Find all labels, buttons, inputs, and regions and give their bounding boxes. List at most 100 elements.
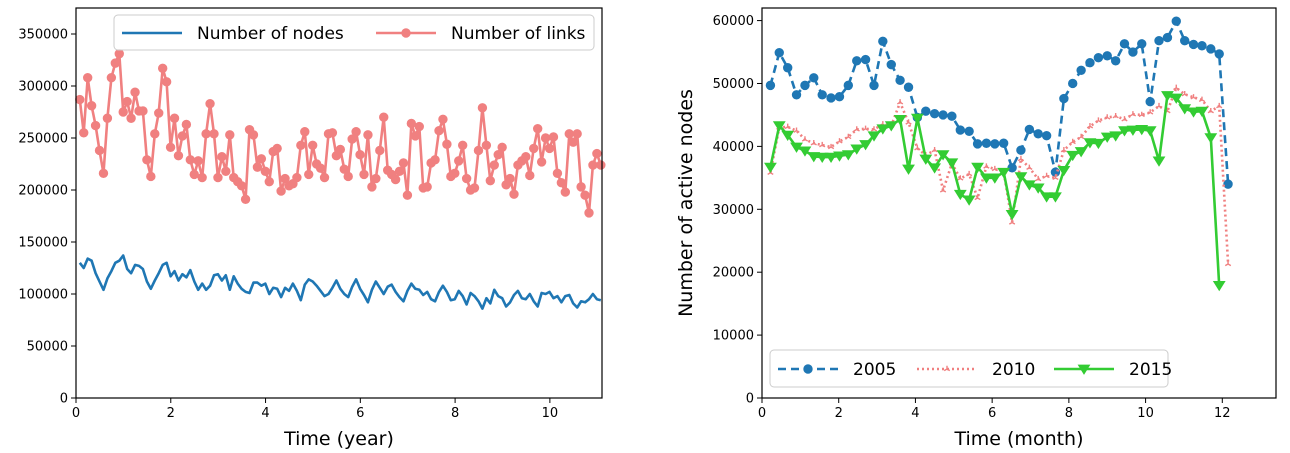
- right-series-2-point-39: [1100, 132, 1114, 143]
- right-series-1-point-29: [1017, 155, 1025, 162]
- left-series-1-point-37: [221, 166, 231, 176]
- right-series-2-point-23: [962, 195, 976, 206]
- left-series-1-point-23: [165, 142, 176, 153]
- right-series-2-point-1: [772, 121, 786, 132]
- right-series-0-point-21: [947, 111, 957, 121]
- right-series-2-point-30: [1022, 180, 1036, 191]
- right-series-2-point-6: [815, 152, 829, 163]
- left-series-1-point-29: [189, 169, 199, 180]
- right-series-1-point-32: [1043, 172, 1050, 179]
- left-series-1-point-119: [544, 143, 555, 154]
- right-series-2-point-52: [1212, 281, 1226, 292]
- left-series-1-point-123: [560, 187, 571, 197]
- left-series-1-point-9: [110, 58, 121, 68]
- left-series-1-point-48: [264, 176, 274, 187]
- left-series-1-point-31: [197, 172, 207, 183]
- left-series-1-point-66: [335, 144, 346, 155]
- right-series-2-point-31: [1031, 183, 1045, 194]
- right-series-2-point-4: [798, 146, 812, 157]
- right-series-0-point-38: [1093, 52, 1104, 63]
- left-series-1-point-5: [94, 145, 105, 156]
- right-series-0-point-53: [1223, 179, 1233, 189]
- right-series-0-point-32: [1041, 130, 1052, 141]
- left-series-1-point-58: [304, 169, 314, 180]
- right-series-0-point-37: [1085, 58, 1095, 68]
- right-series-2-point-18: [919, 154, 933, 165]
- left-series-1-point-102: [477, 103, 488, 113]
- left-series-1-point-44: [248, 130, 259, 140]
- right-series-2-point-25: [979, 173, 993, 184]
- left-y-tick-label-2: 100000: [18, 288, 68, 303]
- right-series-1-point-22: [957, 175, 964, 181]
- right-series-2: [764, 91, 1226, 292]
- left-series-1-point-100: [469, 183, 480, 193]
- left-series-1-point-56: [296, 140, 306, 150]
- right-series-1-point-2: [784, 123, 791, 130]
- right-series-0-point-26: [990, 139, 1000, 149]
- right-series-2-point-33: [1049, 192, 1062, 203]
- right-series-0-point-8: [834, 91, 845, 102]
- right-series-0-point-34: [1059, 93, 1069, 104]
- right-series-0-point-23: [964, 126, 974, 136]
- right-series-1-point-23: [966, 170, 973, 177]
- left-series-1-point-72: [359, 169, 369, 180]
- left-x-tick-label-0: 0: [72, 406, 80, 421]
- right-series-1-point-7: [827, 143, 835, 150]
- left-series-1-point-55: [292, 172, 302, 183]
- left-series-1-point-83: [402, 190, 413, 200]
- right-series-0-point-36: [1076, 65, 1086, 75]
- right-series-2-point-13: [876, 124, 890, 135]
- left-series-1-point-76: [375, 145, 385, 156]
- right-series-0-point-45: [1154, 36, 1164, 46]
- left-series-1-point-101: [473, 145, 484, 156]
- right-series-2-point-19: [928, 163, 942, 174]
- right-y-tick-label-3: 30000: [713, 203, 754, 218]
- left-series-1-point-12: [122, 96, 132, 107]
- right-series-1-point-17: [914, 145, 921, 151]
- right-series-0-point-35: [1068, 78, 1078, 89]
- right-series-2-point-44: [1143, 126, 1157, 137]
- right-series-0-point-15: [895, 75, 905, 86]
- left-series-1-point-67: [339, 164, 349, 174]
- right-series-1-point-38: [1095, 117, 1102, 123]
- left-series-1-point-46: [256, 154, 267, 164]
- right-series-0-point-10: [852, 56, 862, 66]
- right-x-tick-label-1: 2: [835, 406, 843, 421]
- right-x-tick-label-2: 4: [911, 406, 919, 421]
- right-series-1-point-10: [853, 126, 860, 132]
- right-series-0-point-30: [1024, 124, 1035, 135]
- left-series-1-point-47: [260, 166, 271, 176]
- right-y-tick-label-0: 0: [746, 392, 754, 407]
- left-series-1-point-84: [406, 118, 417, 129]
- right-series-0-point-27: [998, 138, 1009, 148]
- left-series-1-point-35: [213, 172, 223, 183]
- left-y-tick-label-1: 50000: [27, 340, 68, 355]
- left-y-tick-label-5: 250000: [18, 132, 68, 147]
- right-series-2-point-2: [781, 130, 795, 141]
- left-x-tick-label-4: 8: [451, 406, 459, 421]
- right-y-tick-label-2: 20000: [713, 266, 754, 281]
- left-series-1-point-38: [225, 130, 235, 140]
- left-series-1-point-95: [450, 168, 460, 179]
- right-series-0-point-44: [1145, 97, 1155, 107]
- left-series-1-point-90: [430, 155, 440, 165]
- left-series-1-point-74: [367, 182, 377, 192]
- right-series-0-point-6: [817, 90, 827, 100]
- left-series-1-point-61: [315, 163, 326, 173]
- left-series-1-point-21: [157, 63, 168, 74]
- left-series-1-point-18: [146, 171, 156, 182]
- left-series-1-point-86: [414, 121, 424, 132]
- left-series-1-point-129: [584, 208, 594, 218]
- left-series-1-point-2: [82, 72, 93, 83]
- left-series-1-point-115: [529, 143, 539, 154]
- right-series-2-point-22: [953, 189, 967, 201]
- left-series-1-point-85: [410, 131, 421, 141]
- right-series-2-point-5: [807, 152, 821, 163]
- right-series-0-point-31: [1033, 129, 1043, 139]
- left-y-tick-label-6: 300000: [18, 80, 68, 95]
- right-series-0: [765, 16, 1233, 189]
- right-series-1: [767, 84, 1232, 267]
- right-series-0-point-39: [1102, 51, 1112, 61]
- left-series-1-point-107: [497, 142, 507, 153]
- right-series-2-point-10: [850, 144, 864, 155]
